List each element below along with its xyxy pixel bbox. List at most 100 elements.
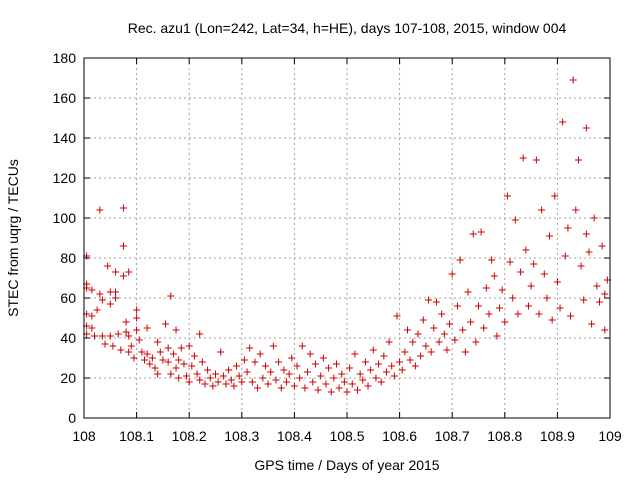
data-point	[306, 350, 314, 358]
data-point	[540, 270, 548, 278]
data-point	[267, 368, 275, 376]
grid-lines	[84, 58, 610, 418]
data-point	[169, 350, 177, 358]
data-point	[585, 248, 593, 256]
data-point	[188, 362, 196, 370]
data-point	[254, 384, 262, 392]
data-point	[98, 332, 106, 340]
data-point	[125, 268, 133, 276]
data-point	[225, 366, 233, 374]
data-point	[538, 206, 546, 214]
data-point	[346, 364, 354, 372]
data-point	[133, 306, 141, 314]
data-point	[532, 156, 540, 164]
data-point	[314, 386, 322, 394]
data-point	[569, 76, 577, 84]
data-point	[143, 350, 151, 358]
data-point	[275, 358, 283, 366]
data-point	[456, 256, 464, 264]
data-point	[561, 252, 569, 260]
data-point	[417, 352, 425, 360]
x-tick-label: 108	[72, 428, 96, 444]
y-axis-title: STEC from uqrg / TECUs	[5, 159, 21, 317]
data-point	[151, 364, 159, 372]
data-point	[343, 388, 351, 396]
data-point	[396, 358, 404, 366]
data-point	[104, 262, 112, 270]
data-point	[477, 228, 485, 236]
data-point	[88, 312, 96, 320]
data-point	[325, 364, 333, 372]
data-point	[280, 366, 288, 374]
data-point	[154, 338, 162, 346]
data-point	[498, 286, 506, 294]
y-tick-label: 120	[53, 170, 77, 186]
data-point	[335, 384, 343, 392]
data-point	[256, 350, 264, 358]
data-point	[553, 278, 561, 286]
data-point	[164, 358, 172, 366]
data-point	[601, 290, 609, 298]
data-point	[117, 346, 125, 354]
data-point	[393, 312, 401, 320]
data-point	[414, 330, 422, 338]
data-point	[201, 380, 209, 388]
data-point	[177, 344, 185, 352]
data-point	[106, 332, 114, 340]
data-point	[185, 342, 193, 350]
data-point	[93, 306, 101, 314]
data-point	[590, 214, 598, 222]
data-point	[148, 354, 156, 362]
data-point	[206, 374, 214, 382]
data-point	[138, 348, 146, 356]
data-point	[172, 364, 180, 372]
data-point	[311, 360, 319, 368]
data-point	[96, 206, 104, 214]
data-point	[243, 368, 251, 376]
data-point	[251, 358, 259, 366]
data-point	[359, 376, 367, 384]
data-point	[364, 382, 372, 390]
data-point	[183, 372, 191, 380]
data-point	[332, 360, 340, 368]
data-point	[175, 356, 183, 364]
data-point	[517, 268, 525, 276]
data-point	[164, 344, 172, 352]
data-point	[446, 320, 454, 328]
data-point	[582, 230, 590, 238]
data-point	[214, 378, 222, 386]
data-point	[127, 342, 135, 350]
data-point	[340, 378, 348, 386]
y-tick-label: 40	[60, 330, 76, 346]
data-point	[577, 262, 585, 270]
data-point	[469, 230, 477, 238]
data-point	[101, 340, 109, 348]
data-point	[490, 272, 498, 280]
data-point	[261, 362, 269, 370]
data-point	[403, 326, 411, 334]
data-point	[372, 374, 380, 382]
data-point	[212, 370, 219, 378]
data-point	[277, 384, 285, 392]
data-point	[140, 356, 148, 364]
data-point	[119, 242, 127, 250]
data-point	[109, 342, 117, 350]
data-point	[227, 376, 235, 384]
data-point	[419, 316, 427, 324]
data-point	[451, 336, 459, 344]
data-point	[503, 192, 511, 200]
data-point	[119, 204, 127, 212]
data-point	[154, 370, 162, 378]
data-point	[290, 382, 298, 390]
data-point	[283, 378, 291, 386]
data-point	[304, 368, 312, 376]
data-point	[233, 362, 241, 370]
data-point	[593, 282, 601, 290]
data-point	[327, 388, 335, 396]
data-point	[167, 292, 175, 300]
y-tick-label: 0	[68, 410, 76, 426]
data-point	[588, 320, 596, 328]
data-point	[535, 310, 543, 318]
data-point	[361, 358, 369, 366]
